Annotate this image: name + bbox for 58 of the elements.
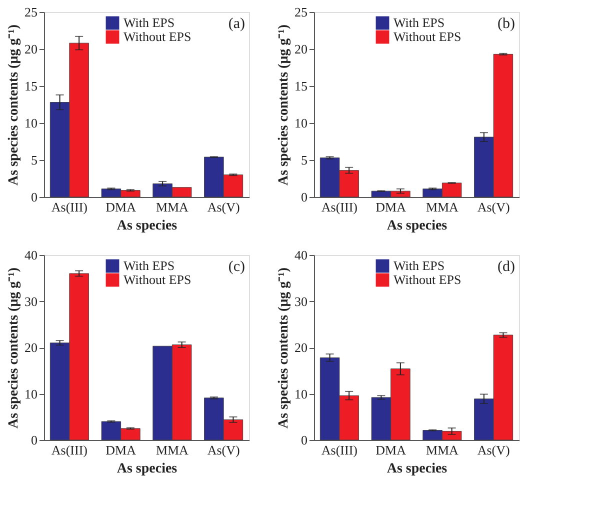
- x-tick-label: DMA: [106, 442, 137, 458]
- x-tick-label: MMA: [426, 200, 460, 214]
- y-tick-label: 30: [294, 294, 308, 309]
- y-tick-label: 0: [301, 190, 308, 204]
- x-axis-title: As species: [386, 218, 448, 234]
- y-axis-title: As species contents (μg g⁻¹): [6, 24, 22, 186]
- x-tick-label: DMA: [376, 200, 407, 214]
- legend-label: Without EPS: [394, 29, 462, 44]
- x-tick-label: As(V): [477, 200, 510, 214]
- y-tick-label: 0: [31, 190, 38, 204]
- x-tick-label: As(V): [207, 442, 240, 458]
- y-tick-label: 10: [294, 386, 308, 402]
- y-tick-label: 20: [294, 42, 308, 56]
- x-tick-label: As(III): [51, 200, 88, 214]
- x-tick-label: MMA: [426, 442, 460, 458]
- y-tick-label: 20: [24, 42, 38, 56]
- y-axis-title: As species contents (μg g⁻¹): [6, 267, 22, 429]
- x-tick-label: MMA: [156, 200, 190, 214]
- x-tick-label: As(V): [207, 200, 240, 214]
- x-axis-title: As species: [116, 462, 178, 476]
- annotation: (b): [498, 16, 515, 32]
- x-axis-title: As species: [116, 218, 178, 234]
- y-axis-title: As species contents (μg g⁻¹): [276, 24, 292, 186]
- y-tick-label: 25: [24, 4, 38, 20]
- y-tick-label: 5: [301, 152, 308, 168]
- y-axis-title: As species contents (μg g⁻¹): [276, 267, 292, 429]
- y-tick-label: 40: [294, 248, 308, 262]
- x-tick-label: As(V): [477, 442, 510, 458]
- legend-label: With EPS: [394, 258, 445, 273]
- y-tick-label: 40: [24, 248, 38, 262]
- x-tick-label: MMA: [156, 442, 190, 458]
- x-tick-label: DMA: [376, 442, 407, 458]
- annotation: (c): [228, 259, 245, 275]
- annotation: (d): [498, 259, 515, 275]
- y-tick-label: 10: [24, 116, 38, 130]
- annotation: (a): [228, 16, 245, 32]
- legend-label: Without EPS: [124, 272, 192, 287]
- legend-label: With EPS: [124, 258, 175, 273]
- y-tick-label: 15: [294, 78, 308, 94]
- y-tick-label: 10: [294, 116, 308, 130]
- y-tick-label: 15: [24, 78, 38, 94]
- legend-label: With EPS: [124, 15, 175, 30]
- x-tick-label: As(III): [51, 442, 88, 458]
- y-tick-label: 0: [31, 432, 38, 448]
- x-tick-label: As(III): [321, 200, 358, 214]
- y-tick-label: 10: [24, 386, 38, 402]
- y-tick-label: 0: [301, 432, 308, 448]
- legend-label: With EPS: [394, 15, 445, 30]
- legend-label: Without EPS: [124, 29, 192, 44]
- y-tick-label: 25: [294, 4, 308, 20]
- x-tick-label: As(III): [321, 442, 358, 458]
- y-tick-label: 20: [24, 340, 38, 355]
- y-tick-label: 20: [294, 340, 308, 355]
- x-tick-label: DMA: [106, 200, 137, 214]
- y-tick-label: 30: [24, 294, 38, 309]
- x-axis-title: As species: [386, 462, 448, 476]
- y-tick-label: 5: [31, 152, 38, 168]
- legend-label: Without EPS: [394, 272, 462, 287]
